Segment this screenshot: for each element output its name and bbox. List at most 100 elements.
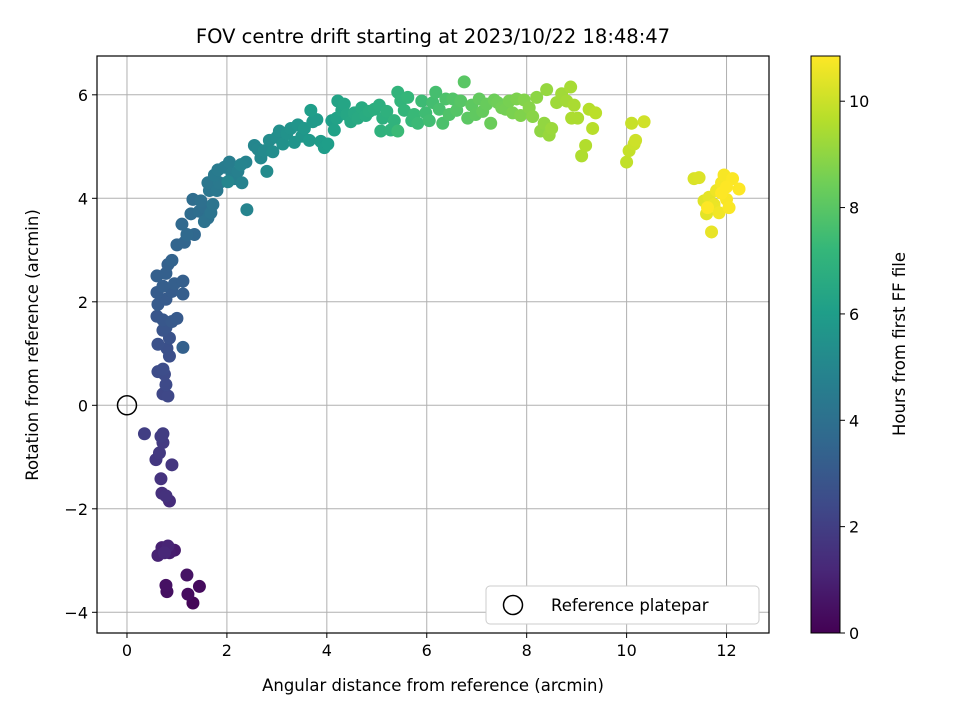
- colorbar: 0 2 4 6 8 10 Hours from first FF file: [810, 55, 909, 643]
- data-point: [154, 472, 168, 486]
- colorbar-tick-label: 8: [849, 199, 859, 218]
- data-point: [337, 97, 351, 111]
- data-point: [514, 109, 528, 123]
- data-point: [637, 115, 651, 129]
- data-point: [457, 75, 471, 89]
- y-axis-ticks: −4 −2 0 2 4 6: [64, 86, 97, 622]
- reference-marker-layer: [116, 395, 138, 416]
- data-point: [575, 149, 589, 163]
- data-point: [276, 137, 290, 151]
- data-point: [526, 110, 540, 124]
- data-point: [397, 103, 411, 117]
- data-point: [266, 145, 280, 159]
- data-point: [176, 340, 190, 354]
- x-tick-label: 10: [616, 641, 636, 660]
- data-point: [165, 253, 179, 267]
- data-point: [565, 111, 579, 125]
- data-point: [567, 98, 581, 112]
- data-point: [156, 427, 170, 441]
- data-point: [192, 579, 206, 593]
- data-point: [165, 458, 179, 472]
- y-tick-label: 0: [78, 396, 88, 415]
- data-point: [387, 114, 401, 128]
- colorbar-ticks: 0 2 4 6 8 10: [840, 92, 869, 643]
- data-point: [391, 124, 405, 138]
- data-point: [422, 114, 436, 128]
- data-point: [235, 176, 249, 190]
- y-tick-label: 2: [78, 293, 88, 312]
- data-point: [156, 362, 170, 376]
- data-point: [180, 568, 194, 582]
- data-point: [712, 206, 726, 220]
- data-point: [579, 139, 593, 153]
- x-tick-label: 12: [716, 641, 736, 660]
- data-point: [432, 102, 446, 116]
- x-tick-label: 0: [122, 641, 132, 660]
- data-point: [545, 121, 559, 135]
- data-point: [720, 180, 734, 194]
- data-point: [620, 155, 634, 169]
- data-point: [732, 182, 746, 196]
- data-point: [240, 203, 254, 217]
- x-axis-label: Angular distance from reference (arcmin): [262, 676, 604, 695]
- data-point: [629, 133, 643, 147]
- x-axis-ticks: 0 2 4 6 8 10 12: [122, 633, 737, 660]
- data-point: [170, 311, 184, 325]
- data-point: [484, 116, 498, 130]
- data-point: [415, 94, 429, 108]
- data-point: [221, 175, 235, 189]
- colorbar-tick-label: 2: [849, 518, 859, 537]
- data-point: [411, 116, 425, 130]
- x-tick-label: 8: [522, 641, 532, 660]
- data-point: [589, 106, 603, 120]
- data-point: [159, 489, 173, 503]
- data-point: [692, 171, 706, 185]
- legend-reference-marker: [502, 594, 524, 616]
- x-tick-label: 6: [422, 641, 432, 660]
- legend-box: [485, 585, 760, 625]
- data-point: [705, 225, 719, 239]
- data-point: [454, 94, 468, 108]
- data-point: [304, 103, 318, 117]
- legend: Reference platepar: [485, 585, 760, 625]
- data-point: [176, 274, 190, 288]
- colorbar-gradient: [810, 55, 841, 634]
- data-point: [310, 113, 324, 127]
- colorbar-label: Hours from first FF file: [890, 252, 909, 436]
- data-point: [151, 337, 165, 351]
- data-point: [156, 279, 170, 293]
- y-tick-label: −4: [64, 603, 88, 622]
- data-point: [206, 198, 220, 212]
- scatter-points: [137, 75, 746, 610]
- data-point: [429, 85, 443, 99]
- data-point: [181, 587, 195, 601]
- x-tick-label: 2: [222, 641, 232, 660]
- data-point: [586, 121, 600, 135]
- colorbar-tick-label: 6: [849, 305, 859, 324]
- colorbar-tick-label: 4: [849, 411, 859, 430]
- data-point: [176, 287, 190, 301]
- data-point: [722, 201, 736, 215]
- data-point: [401, 90, 415, 104]
- y-tick-label: 4: [78, 189, 88, 208]
- y-axis-label: Rotation from reference (arcmin): [23, 209, 42, 481]
- chart-title: FOV centre drift starting at 2023/10/22 …: [196, 25, 670, 48]
- y-tick-label: −2: [64, 500, 88, 519]
- data-point: [159, 578, 173, 592]
- plot-frame: [96, 55, 770, 634]
- data-point: [564, 80, 578, 94]
- data-point: [175, 217, 189, 231]
- legend-entry-reference-platepar: Reference platepar: [551, 596, 709, 615]
- reference-platepar-marker: [116, 395, 138, 416]
- data-point: [180, 228, 194, 242]
- data-point: [222, 155, 236, 169]
- data-point: [530, 90, 544, 104]
- x-tick-label: 4: [322, 641, 332, 660]
- data-point: [374, 124, 388, 138]
- data-point: [302, 133, 316, 147]
- data-point: [157, 546, 171, 560]
- data-point: [152, 446, 166, 460]
